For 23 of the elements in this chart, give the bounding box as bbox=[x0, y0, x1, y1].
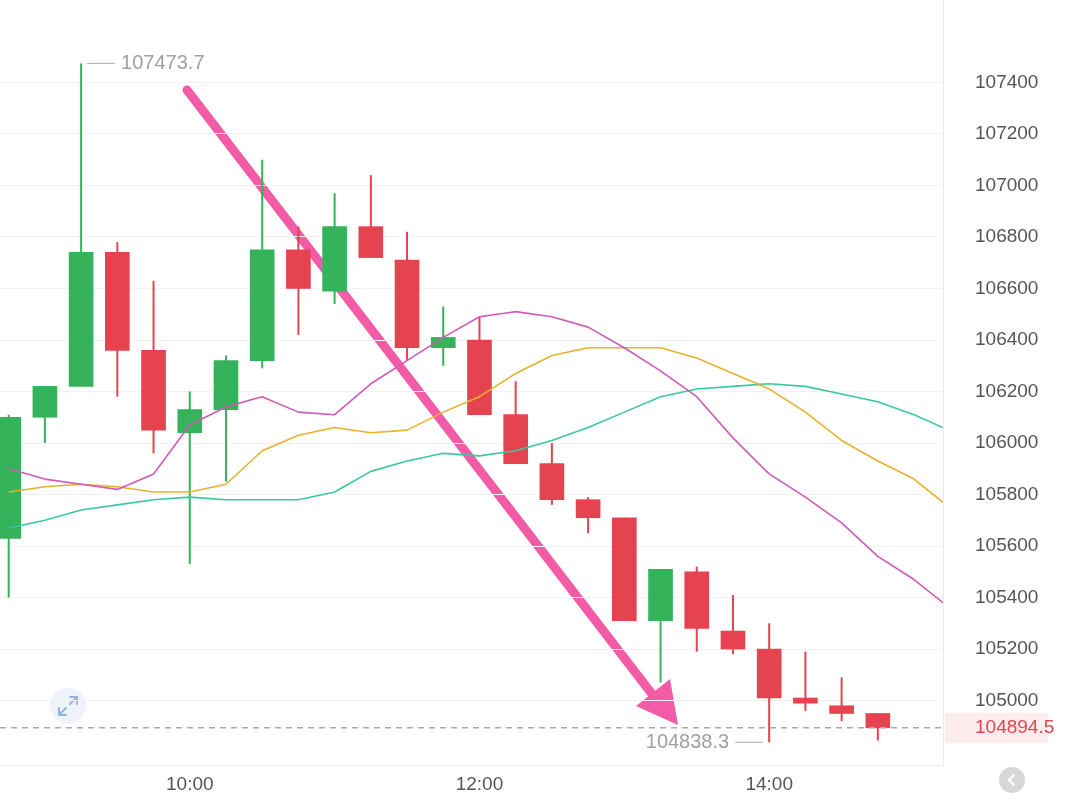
candlestick bbox=[793, 650, 818, 712]
annotation: 107473.7 bbox=[121, 50, 205, 73]
y-tick-label: 106600 bbox=[975, 276, 1039, 298]
x-tick-label: 14:00 bbox=[745, 772, 793, 794]
y-tick-label: 106800 bbox=[975, 225, 1039, 247]
y-tick-label: 105800 bbox=[975, 482, 1039, 504]
y-tick-label: 105600 bbox=[975, 534, 1039, 556]
y-tick-label: 106200 bbox=[975, 379, 1039, 401]
ref-line-label: 104894.5 bbox=[975, 716, 1055, 738]
y-tick-label: 105400 bbox=[975, 585, 1039, 607]
y-tick-label: 107400 bbox=[975, 70, 1039, 92]
x-tick-label: 10:00 bbox=[165, 772, 214, 794]
y-tick-label: 106000 bbox=[975, 431, 1039, 453]
y-tick-label: 106400 bbox=[975, 328, 1039, 350]
y-tick-label: 107200 bbox=[975, 122, 1039, 144]
candlestick bbox=[177, 390, 203, 566]
y-tick-label: 105200 bbox=[975, 637, 1039, 659]
annotation: 104838.3 bbox=[645, 729, 730, 752]
candlestick bbox=[829, 676, 854, 723]
y-tick-label: 105000 bbox=[975, 688, 1039, 710]
candlestick bbox=[430, 305, 456, 367]
y-tick-label: 107000 bbox=[975, 173, 1039, 195]
x-tick-label: 12:00 bbox=[455, 772, 504, 794]
